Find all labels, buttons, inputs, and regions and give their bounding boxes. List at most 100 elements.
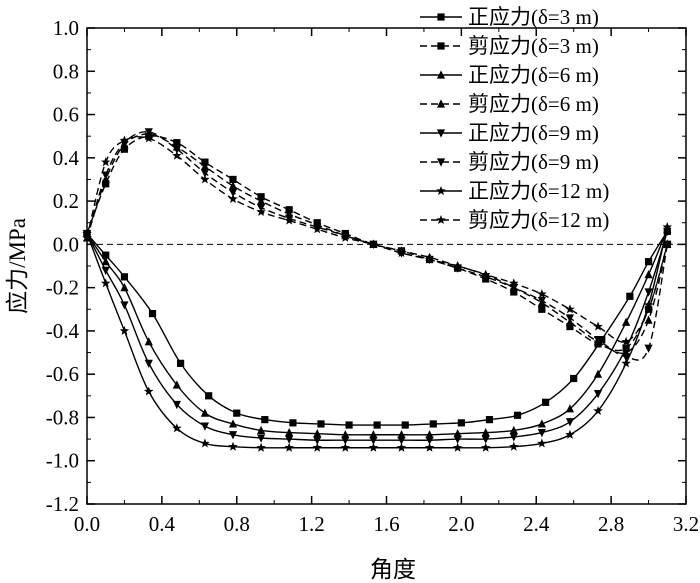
data-point-series-6 [480,442,491,452]
y-tick-label: -0.4 [46,319,80,343]
data-point-series-0 [570,374,578,383]
data-point-series-0 [401,421,409,429]
data-point-series-2 [285,428,294,437]
data-point-series-0 [120,273,129,281]
data-point-series-6 [593,405,603,416]
data-point-series-6 [228,441,238,451]
data-point-series-5 [172,145,181,154]
data-point-series-4 [593,390,603,399]
data-point-series-0 [289,419,297,427]
data-point-series-6 [424,442,435,452]
legend-label-5: 剪应力(δ=9 m) [468,150,599,174]
data-point-series-6 [312,442,322,452]
data-point-series-7 [480,269,491,279]
data-point-series-4 [228,431,238,440]
data-point-series-2 [144,337,153,346]
data-point-series-6 [565,429,575,439]
data-point-series-6 [621,358,631,368]
data-point-series-4 [537,429,546,438]
data-point-series-2 [425,430,434,439]
y-tick-label: 0.8 [53,59,79,83]
series-line-2 [86,228,668,436]
data-point-series-6 [537,438,547,448]
data-point-series-4 [397,436,406,445]
legend-marker-3 [436,99,446,108]
data-point-series-0 [176,359,185,367]
y-tick-label: 0.2 [53,189,79,213]
data-point-series-2 [369,430,378,439]
data-point-series-0 [261,416,269,424]
data-point-series-2 [172,380,181,389]
data-point-series-3 [200,161,210,171]
data-point-series-1 [120,145,129,153]
legend-label-6: 正应力(δ=12 m) [468,179,609,203]
legend-marker-2 [436,70,446,79]
data-point-series-6 [100,278,111,288]
data-point-series-6 [256,442,266,452]
data-point-series-2 [509,425,518,435]
data-point-series-4 [509,433,518,442]
data-point-series-4 [256,434,266,443]
data-point-series-7 [340,232,351,242]
data-point-series-0 [513,411,522,419]
data-point-series-4 [622,344,631,353]
data-point-series-2 [644,270,653,279]
data-point-series-5 [120,139,129,148]
data-point-series-2 [397,430,406,439]
data-point-series-6 [396,442,407,452]
data-point-series-7 [284,215,294,225]
data-point-series-3 [228,181,238,190]
data-point-series-4 [425,436,434,445]
data-point-series-0 [102,251,110,259]
data-point-series-2 [313,429,322,438]
series-line-4 [86,231,668,441]
x-tick-label: 3.2 [673,512,699,536]
data-point-series-0 [644,258,653,266]
series-markers-layer [82,128,673,452]
data-point-series-7 [396,248,407,258]
data-point-series-7 [172,150,182,160]
x-tick-label: 2.0 [448,512,474,536]
data-point-series-1 [102,180,110,188]
data-point-series-2 [341,430,350,439]
data-point-series-7 [662,239,673,249]
data-point-series-6 [284,442,294,452]
data-point-series-5 [537,297,546,306]
y-tick-label: 0.6 [53,103,79,127]
data-point-series-5 [200,169,210,178]
data-point-series-2 [120,283,129,292]
data-point-series-2 [565,404,575,413]
x-tick-label: 1.6 [373,512,399,536]
data-point-series-7 [509,278,519,288]
data-point-series-0 [148,310,157,318]
data-point-series-6 [368,442,379,452]
data-point-series-2 [537,419,546,428]
x-tick-label: 1.2 [299,512,325,536]
x-tick-label: 0.0 [74,512,100,536]
data-point-series-6 [200,438,210,448]
data-point-series-5 [565,314,575,323]
legend-marker-5 [436,158,446,167]
data-point-series-7 [312,224,322,234]
data-point-series-0 [457,419,465,427]
legend-label-7: 剪应力(δ=12 m) [468,208,609,232]
data-point-series-7 [424,254,435,264]
y-tick-label: -0.6 [46,362,79,386]
legend-marker-4 [436,129,446,138]
data-point-series-5 [101,171,110,180]
data-point-series-2 [593,369,603,378]
data-point-series-4 [172,400,181,410]
data-point-series-2 [622,317,631,326]
data-point-series-2 [256,425,266,435]
data-point-series-2 [101,257,110,266]
data-point-series-2 [200,408,210,417]
data-point-series-7 [144,133,154,143]
x-tick-label: 0.8 [224,512,250,536]
data-point-series-0 [542,398,550,406]
data-point-series-1 [566,322,574,331]
data-point-series-6 [119,325,130,335]
data-point-series-5 [622,353,631,362]
data-point-series-0 [598,335,606,344]
series-line-0 [86,231,668,426]
